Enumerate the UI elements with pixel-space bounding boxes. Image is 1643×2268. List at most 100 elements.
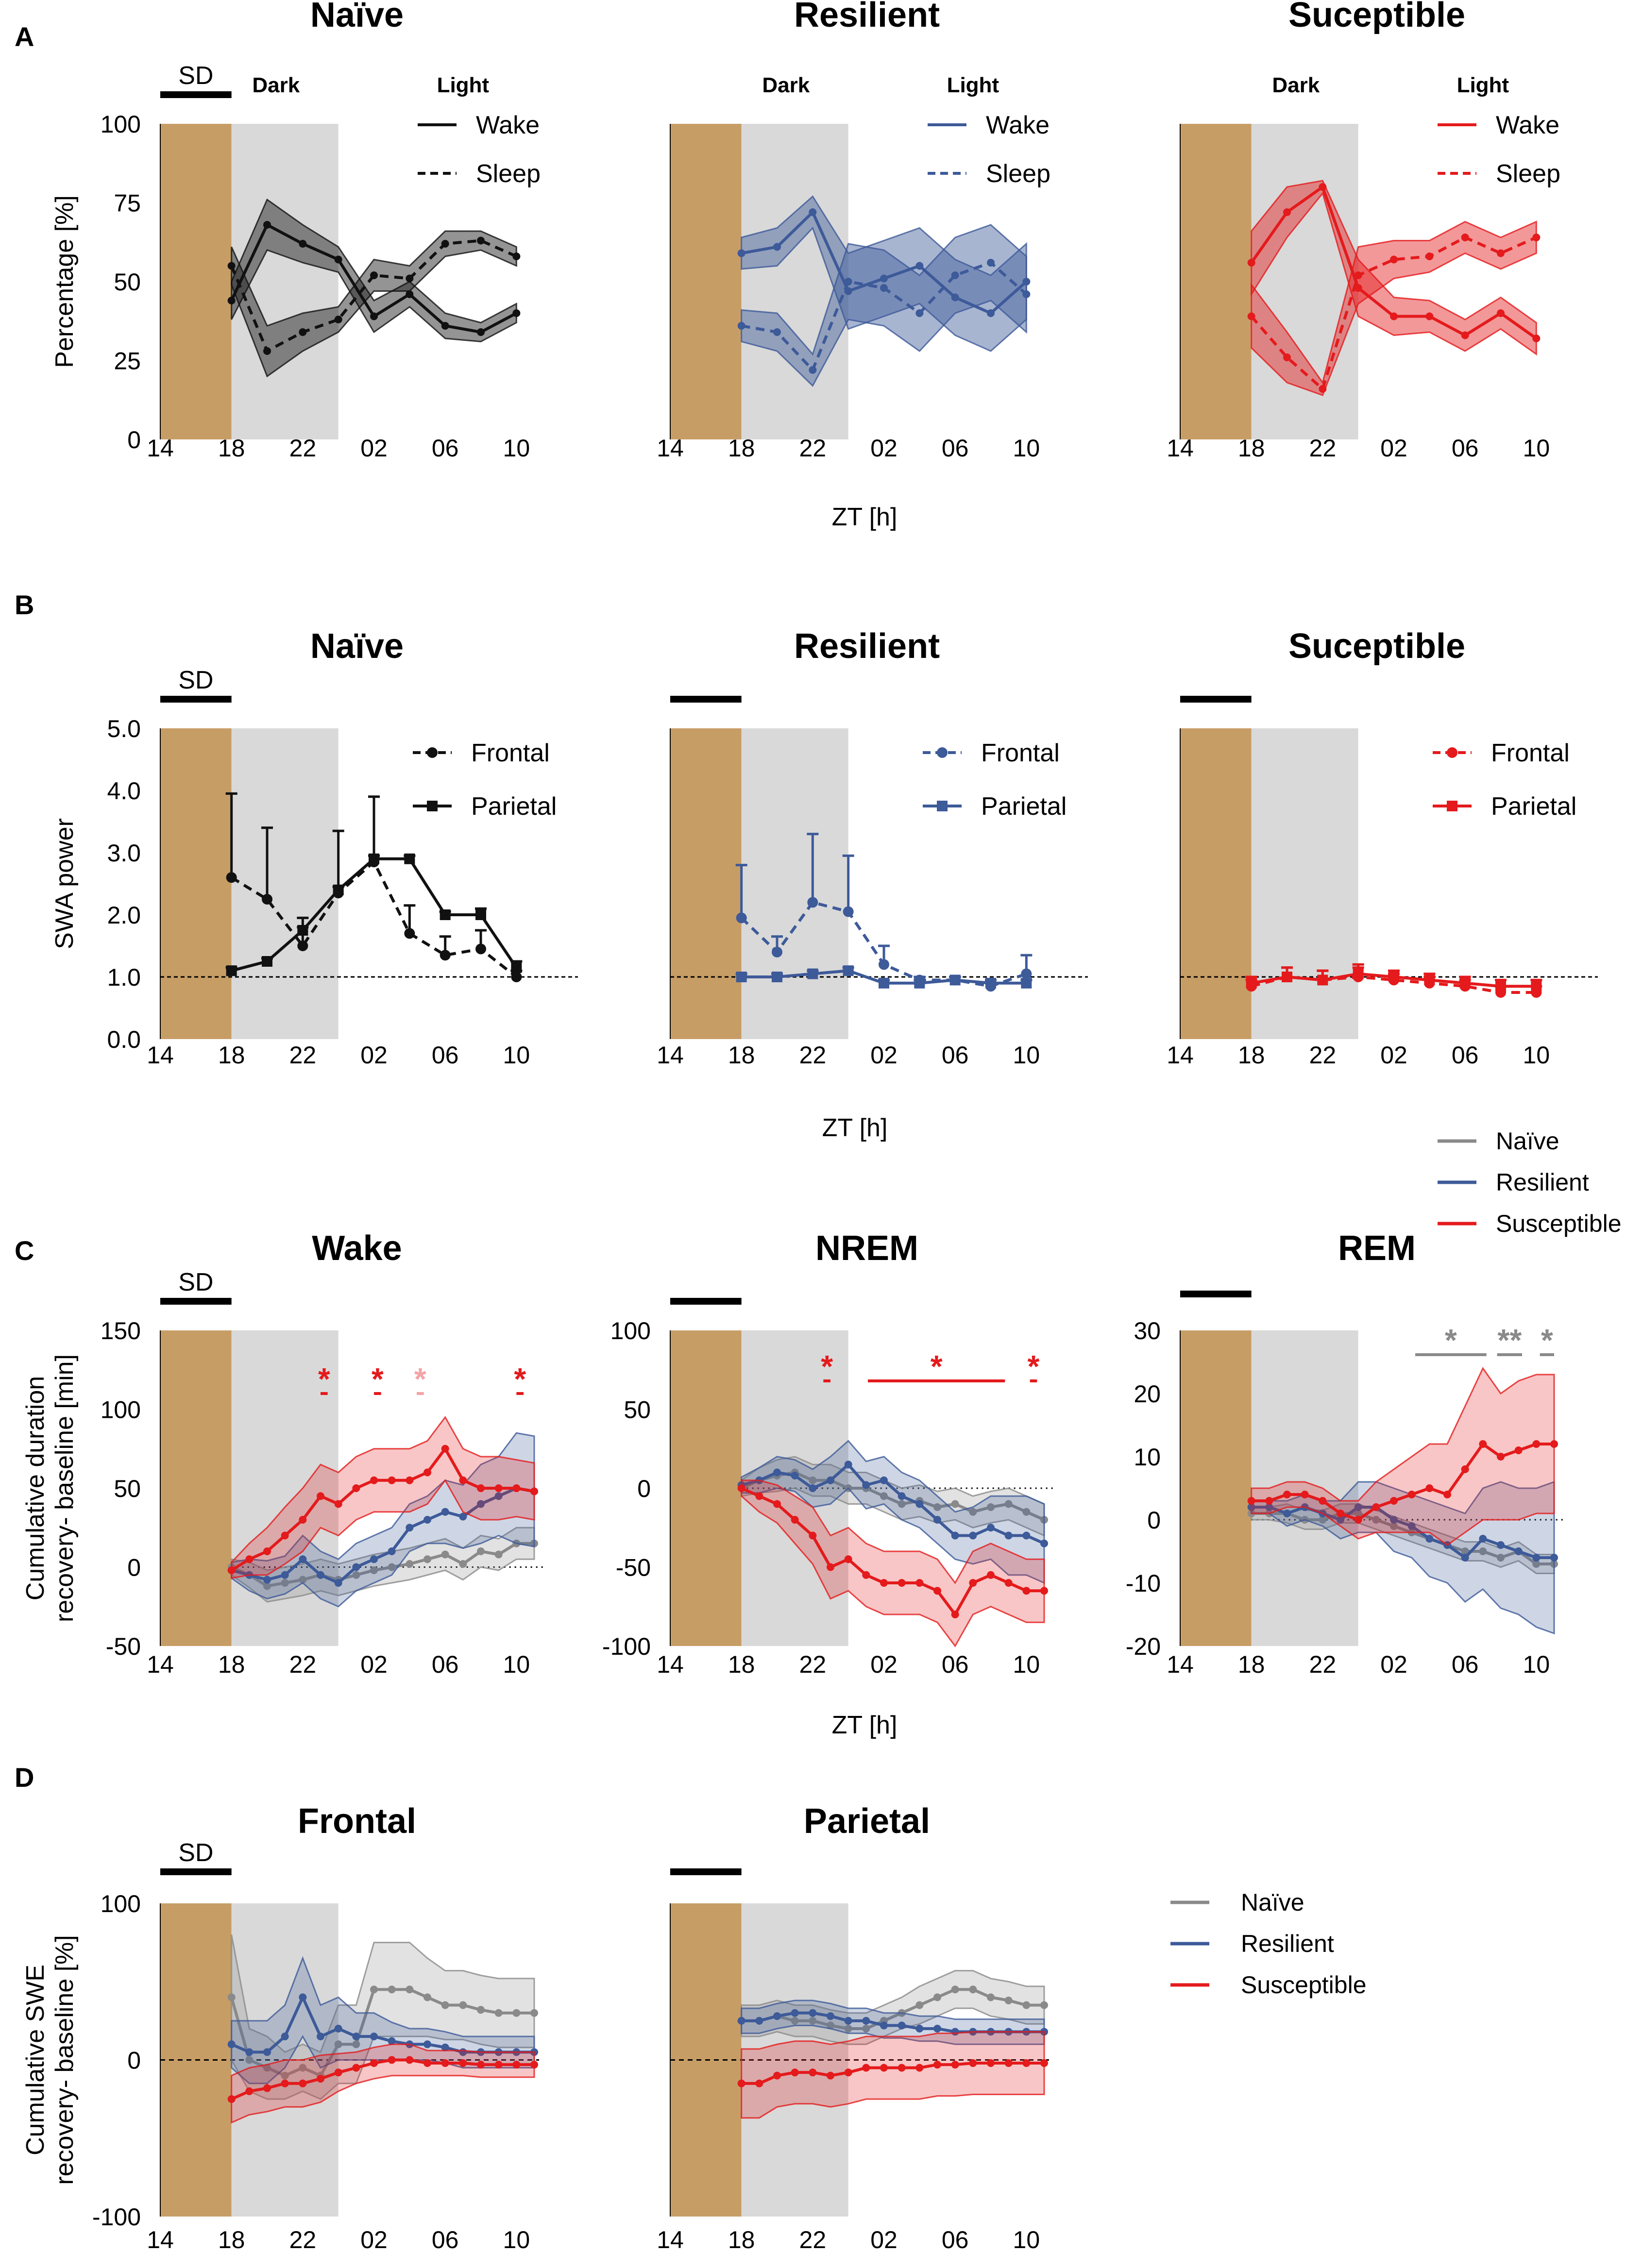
data-point [933,1503,941,1511]
data-point [1022,2001,1031,2009]
data-point [1247,312,1255,320]
y-tick-label: 100 [610,1317,651,1344]
x-tick-label: 18 [218,435,245,462]
y-tick-label: -100 [602,1633,651,1660]
data-point [827,2012,834,2020]
x-tick-label: 22 [799,435,827,462]
data-point [352,1563,360,1571]
data-point [299,1516,307,1524]
data-point [299,240,307,248]
data-point [370,271,378,279]
data-point [969,1985,977,1994]
x-tick-label: 10 [1523,435,1550,462]
data-point [773,328,781,336]
error-band [741,224,1027,387]
data-point [933,1587,941,1595]
data-point [406,1985,414,1994]
light-label: Light [947,73,999,97]
y-tick-label: 0 [127,2047,141,2074]
data-point [1550,1440,1558,1448]
data-point [440,909,451,920]
data-point [1461,1554,1469,1562]
chart-title: Resilient [794,627,940,666]
data-point [262,894,272,905]
data-point [1040,1587,1048,1595]
data-point [827,1476,834,1484]
significance-star: * [821,1349,833,1384]
dark-label: Dark [252,73,300,97]
data-point [1390,1497,1398,1505]
data-point [844,1461,852,1469]
data-point [494,2061,503,2069]
data-point [1372,1503,1380,1511]
legend-marker [427,747,438,758]
data-point [459,1512,467,1521]
x-tick-label: 02 [870,435,898,462]
data-point [737,2079,745,2087]
data-point [441,240,449,248]
data-point [334,316,342,323]
x-tick-label: 14 [1167,1042,1194,1069]
y-tick-label: 2.0 [107,902,141,929]
data-point [263,1547,271,1555]
data-point [299,1993,307,2001]
data-point [299,328,307,336]
x-tick-label: 18 [1238,1651,1265,1678]
y-tick-label: 0 [127,426,141,454]
data-point [1246,977,1257,989]
data-point [263,2064,271,2072]
data-point [423,1555,431,1563]
x-tick-label: 06 [1452,1651,1479,1678]
data-point [844,278,852,286]
data-point [791,1516,799,1524]
data-point [1022,1508,1031,1516]
data-point [1247,259,1255,267]
error-band [741,1479,1045,1647]
x-tick-label: 22 [799,2226,827,2253]
data-point [844,2016,852,2025]
data-point [370,312,378,320]
data-point [898,1579,906,1587]
x-tick-label: 22 [289,1651,317,1678]
x-tick-label: 02 [870,1042,898,1069]
legend-label: Wake [476,111,540,139]
chart-panel-b-5: Resilient 14 18 22 02 06 10 Frontal Parietal [657,627,1088,1069]
data-point [1337,1510,1344,1517]
y-tick-label: 1.0 [107,964,141,991]
data-point [334,2040,342,2049]
error-band [231,230,517,378]
x-tick-label: 14 [147,1651,174,1678]
data-point [987,259,995,267]
x-tick-label: 02 [360,2226,388,2253]
dark-period-box [1251,124,1358,439]
data-point [880,284,888,292]
data-point [459,1560,467,1568]
x-tick-label: 02 [870,2226,898,2253]
data-point [441,2059,449,2067]
data-point [423,1516,431,1524]
light-label: Light [437,73,490,97]
data-point [1550,1554,1558,1562]
data-point [1407,1522,1416,1530]
data-point [441,2043,449,2051]
x-tick-label: 14 [147,2226,174,2253]
data-point [1479,1547,1487,1555]
data-point [477,2006,485,2014]
data-point [1497,309,1505,317]
y-tick-label: 50 [114,1475,141,1502]
data-point [245,1555,254,1563]
data-point [1532,1440,1541,1448]
data-point [299,2064,307,2072]
data-point [1495,981,1506,992]
chart-title: Parietal [804,1802,930,1841]
data-point [440,950,451,961]
data-point [477,1484,485,1492]
panel-letter-a: A [15,21,34,52]
data-point [773,1468,781,1477]
data-point [423,2059,431,2067]
data-point [530,2009,538,2017]
data-point [406,1476,414,1484]
data-point [388,1476,396,1484]
error-band [231,1527,535,1603]
